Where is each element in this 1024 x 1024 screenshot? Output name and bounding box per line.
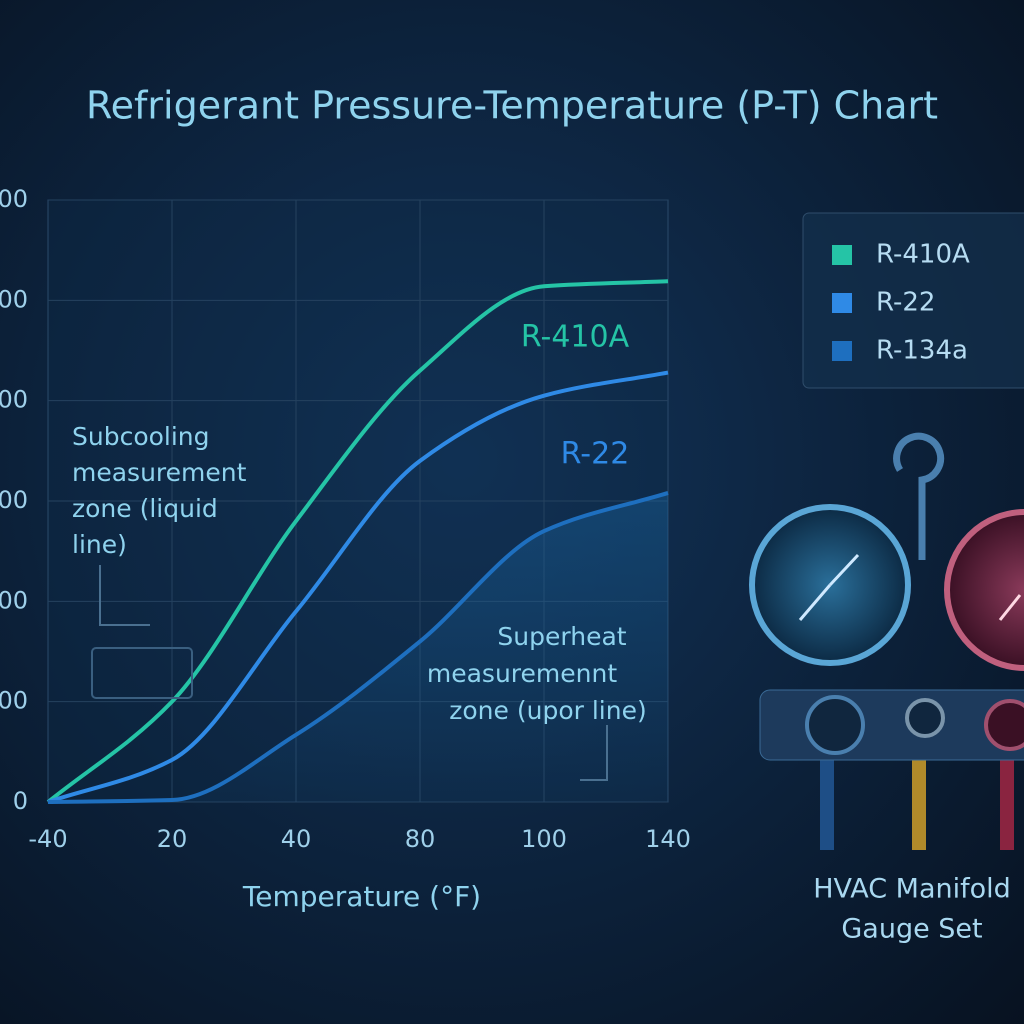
knob [984,699,1024,751]
annotation: measurement [72,458,247,487]
annotation: line) [72,530,127,559]
x-tick-label: 20 [157,825,188,853]
legend-label: R-134a [876,336,968,366]
x-tick-label: -40 [28,825,67,853]
x-tick-label: 100 [521,825,567,853]
series-label: R-410A [521,320,630,355]
high-gauge [944,509,1024,671]
needle [998,594,1022,621]
caption: HVAC Manifold [813,874,1011,905]
x-tick-label: 140 [645,825,691,853]
needle [798,584,832,621]
legend-label: R-410A [876,240,970,270]
hose [912,760,926,850]
annotation: Subcooling [72,422,210,451]
port [905,698,945,738]
caption: Gauge Set [841,914,982,945]
y-tick-label: 600 [0,185,28,213]
knob [805,695,865,755]
annotation: zone (liquid [72,494,218,523]
line [47,370,669,804]
hook [893,432,945,560]
y-tick-label: 200 [0,586,28,614]
x-tick-label: 80 [405,825,436,853]
legend-label: R-22 [876,288,935,318]
series-label: R-22 [561,437,630,472]
hose [1000,760,1014,850]
y-tick-label: 400 [0,386,28,414]
annotation: measuremennt [427,659,617,688]
needle [828,553,860,587]
line [47,491,669,804]
icon [91,647,193,699]
y-tick-label: 0 [13,787,28,815]
legend-swatch [832,245,852,265]
legend-swatch [832,293,852,313]
leader [99,565,150,626]
legend-swatch [832,341,852,361]
y-tick-label: 100 [0,687,28,715]
leader [580,725,608,781]
y-tick-label: 300 [0,486,28,514]
annotation: zone (upor line) [449,696,646,725]
y-tick-label: 500 [0,285,28,313]
line [46,279,669,804]
legend [802,212,1024,389]
hose [820,760,834,850]
annotation: Superheat [497,622,626,651]
x-axis-label: Temperature (°F) [242,880,481,913]
area [48,492,668,802]
x-tick-label: 40 [281,825,312,853]
chart-title: Refrigerant Pressure-Temperature (P-T) C… [86,84,938,128]
gauge-illustration [749,432,1024,850]
